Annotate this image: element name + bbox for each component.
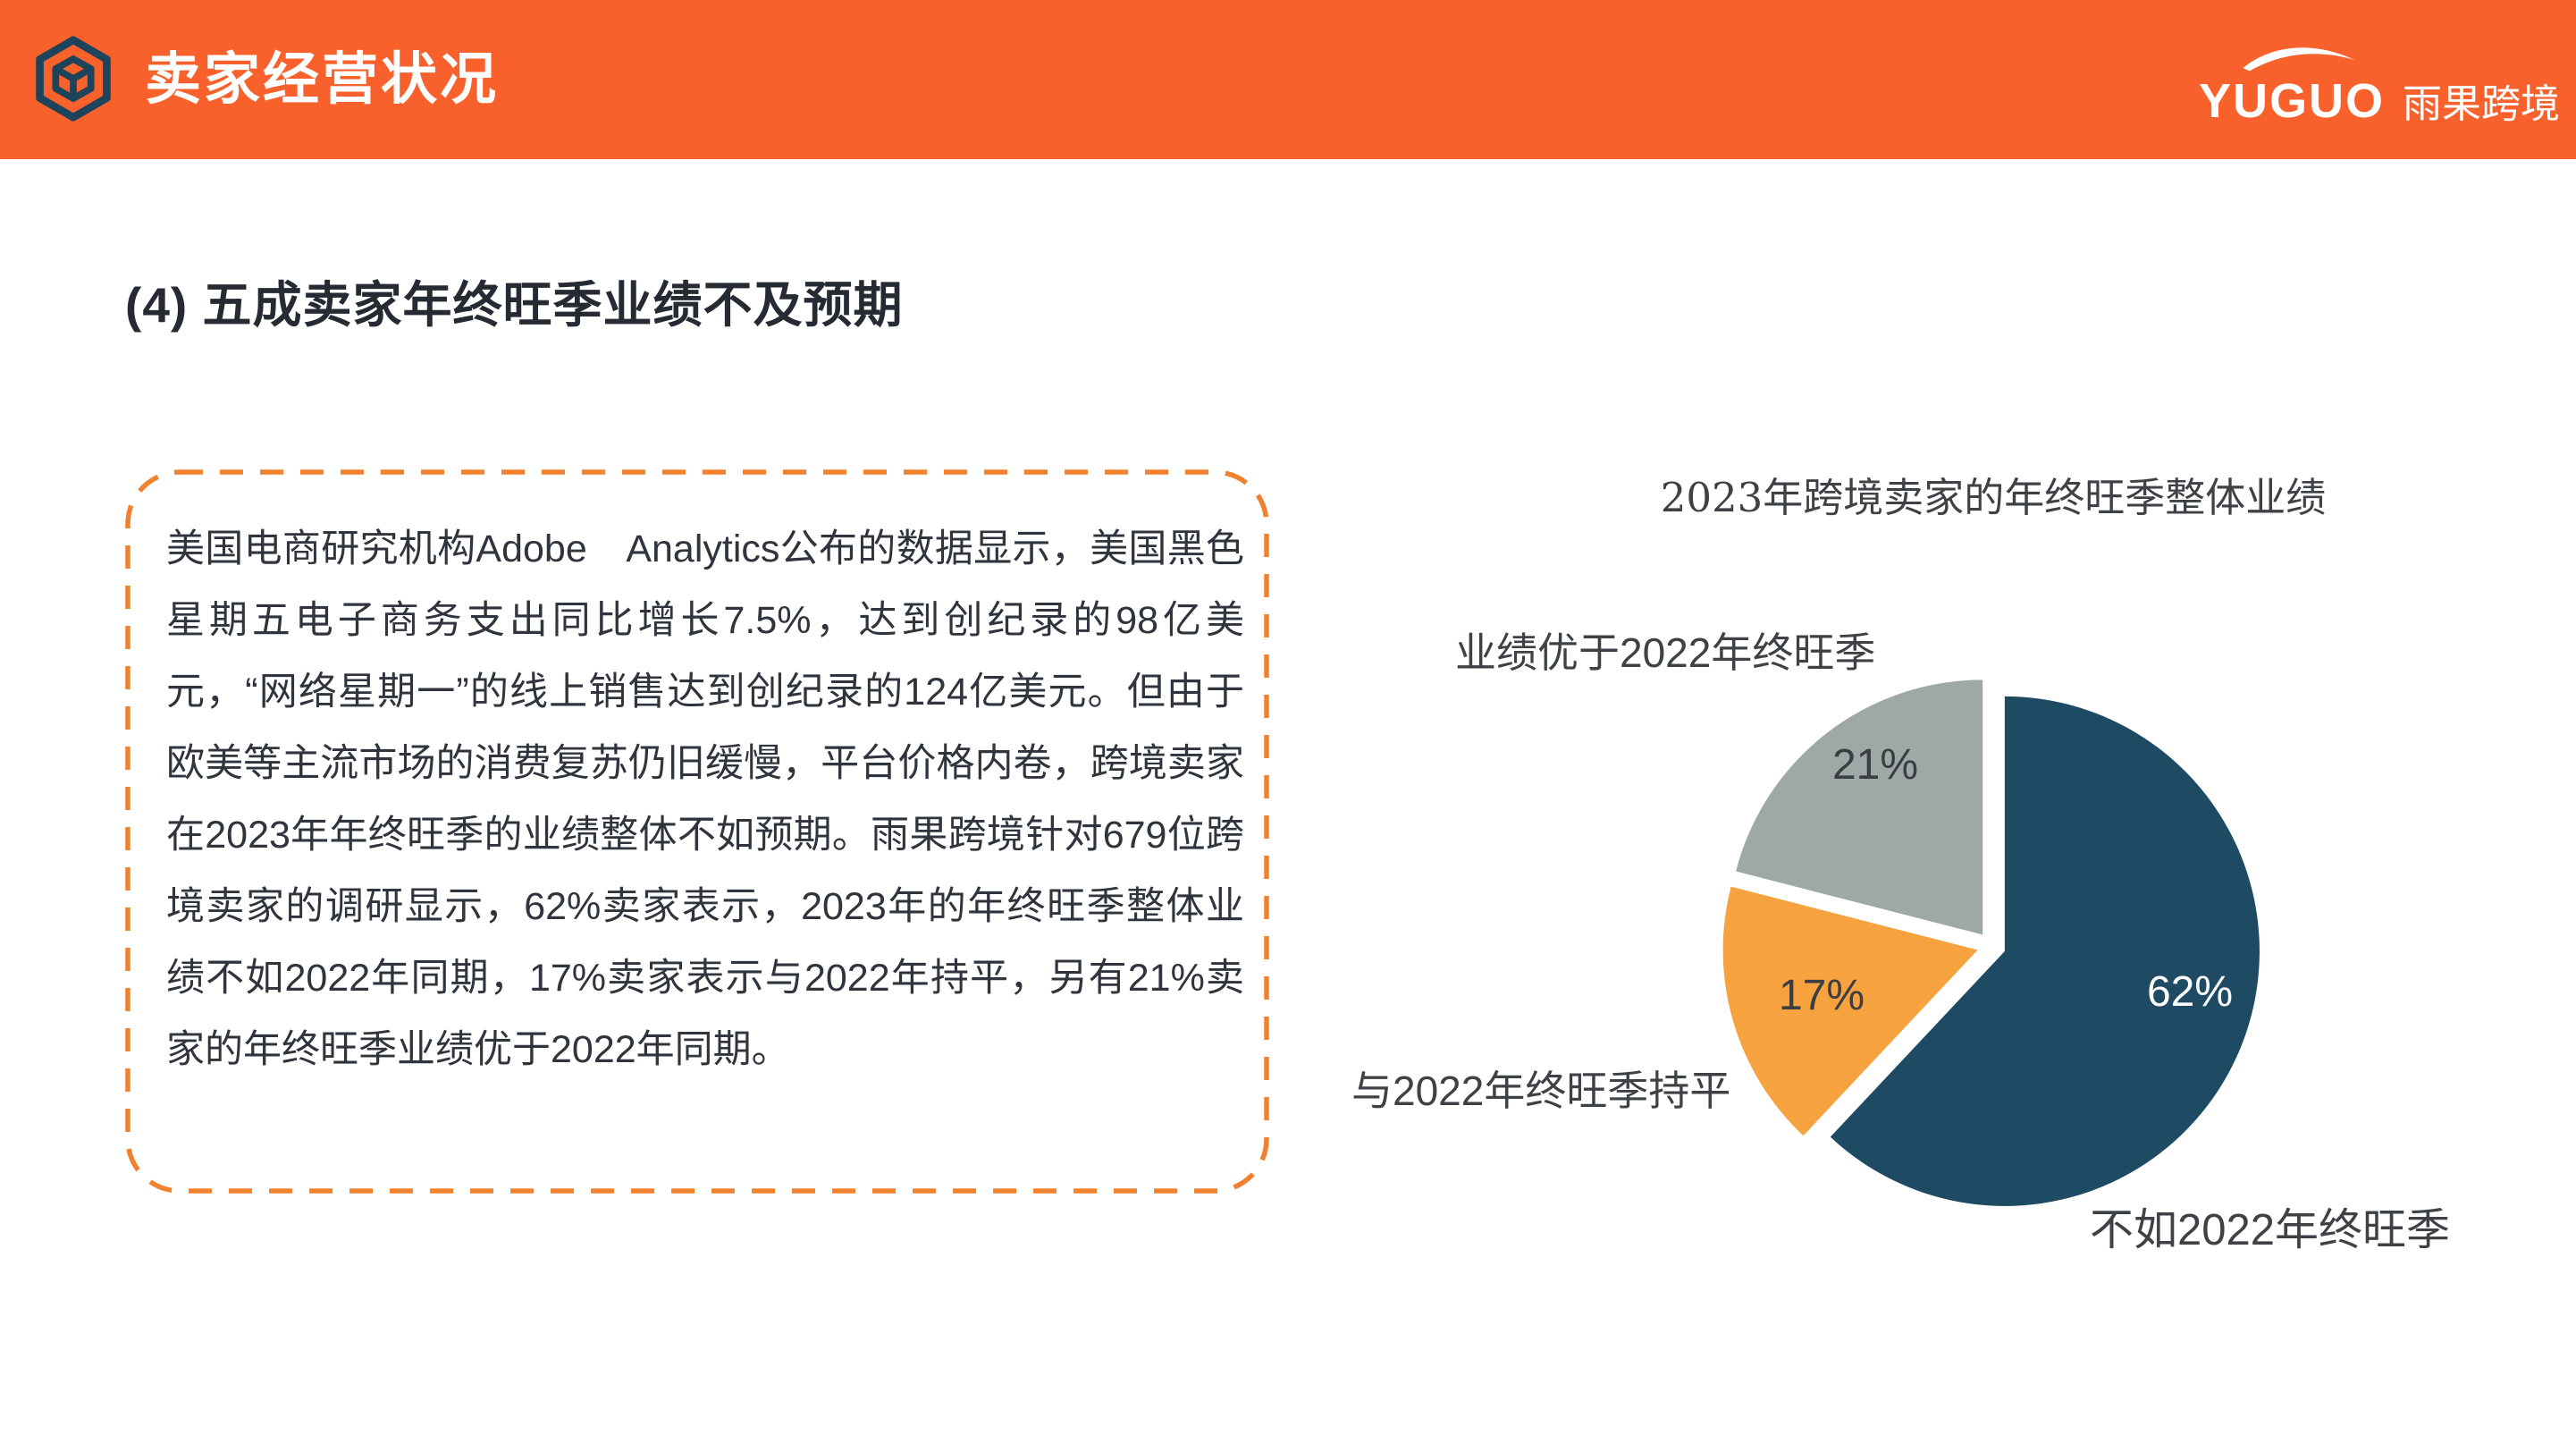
pie-label-flat: 与2022年终旺季持平: [1351, 1068, 1731, 1114]
pie-value-better: 21%: [1831, 741, 1919, 789]
dashed-border: [125, 469, 1269, 1194]
pie-value-worse: 62%: [2146, 968, 2234, 1016]
box-hexagon-icon: [36, 36, 111, 122]
brand-latin: YUGUO: [2199, 74, 2386, 128]
brand-logo: YUGUO 雨果跨境: [2199, 32, 2560, 131]
section-title: (4) 五成卖家年终旺季业绩不及预期: [125, 277, 904, 333]
header-bar: 卖家经营状况 YUGUO 雨果跨境: [0, 0, 2576, 159]
brand-cn: 雨果跨境: [2403, 82, 2561, 126]
pie-value-flat: 17%: [1778, 972, 1865, 1019]
summary-box-border: [125, 469, 1269, 1194]
pie-label-better: 业绩优于2022年终旺季: [1455, 629, 1876, 676]
pie-slice: [1722, 886, 1978, 1136]
pie-chart: [1722, 680, 2260, 1206]
page-title: 卖家经营状况: [145, 48, 499, 111]
summary-paragraph: 美国电商研究机构Adobe Analytics公布的数据显示，美国黑色星期五电子…: [166, 528, 1244, 1071]
pie-slice: [1830, 696, 2260, 1206]
chart-title: 2023年跨境卖家的年终旺季整体业绩: [1660, 474, 2327, 521]
pie-slices: [1722, 680, 2260, 1206]
pie-slice: [1736, 680, 1983, 935]
pie-label-worse: 不如2022年终旺季: [2090, 1206, 2451, 1254]
logo-swoosh-icon: [2243, 47, 2355, 72]
